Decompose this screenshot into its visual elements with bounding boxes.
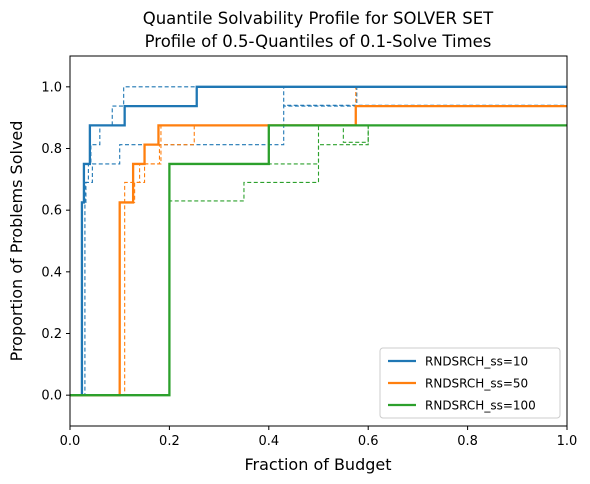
legend-label: RNDSRCH_ss=50: [425, 377, 528, 391]
ticks-layer: 0.0 0.2 0.4 0.6 0.8 1.0 0.0 0.2 0.4 0.6 0.8 1.0: [41, 80, 577, 449]
y-tick-label: 0.6: [41, 204, 62, 219]
plot-frame: [69, 55, 568, 427]
y-tick-label: 1.0: [41, 80, 62, 95]
series-line-0: [70, 85, 567, 397]
x-tick-label: 0.8: [457, 434, 478, 449]
x-tick-label: 0.0: [60, 434, 81, 449]
chart-subtitle: Profile of 0.5-Quantiles of 0.1-Solve Ti…: [145, 32, 492, 51]
y-tick-label: 0.8: [41, 142, 62, 157]
x-tick-label: 0.2: [159, 434, 180, 449]
legend-box: [379, 347, 561, 419]
legend-label: RNDSRCH_ss=10: [425, 355, 528, 369]
x-axis-label: Fraction of Budget: [244, 455, 391, 474]
y-axis-label: Proportion of Problems Solved: [7, 121, 26, 362]
legend: RNDSRCH_ss=10 RNDSRCH_ss=50 RNDSRCH_ss=100: [379, 347, 561, 419]
x-tick-label: 0.6: [358, 434, 379, 449]
chart-title: Quantile Solvability Profile for SOLVER …: [143, 9, 494, 28]
series-line-3: [70, 104, 567, 397]
y-tick-label: 0.0: [41, 389, 62, 404]
legend-label: RNDSRCH_ss=100: [425, 399, 536, 413]
series-layer: [70, 85, 567, 397]
x-tick-label: 0.4: [258, 434, 279, 449]
y-tick-label: 0.2: [41, 327, 62, 342]
series-line-6: [70, 124, 567, 397]
series-line-dashed-2: [70, 104, 567, 396]
y-tick-label: 0.4: [41, 265, 62, 280]
x-tick-label: 1.0: [557, 434, 578, 449]
